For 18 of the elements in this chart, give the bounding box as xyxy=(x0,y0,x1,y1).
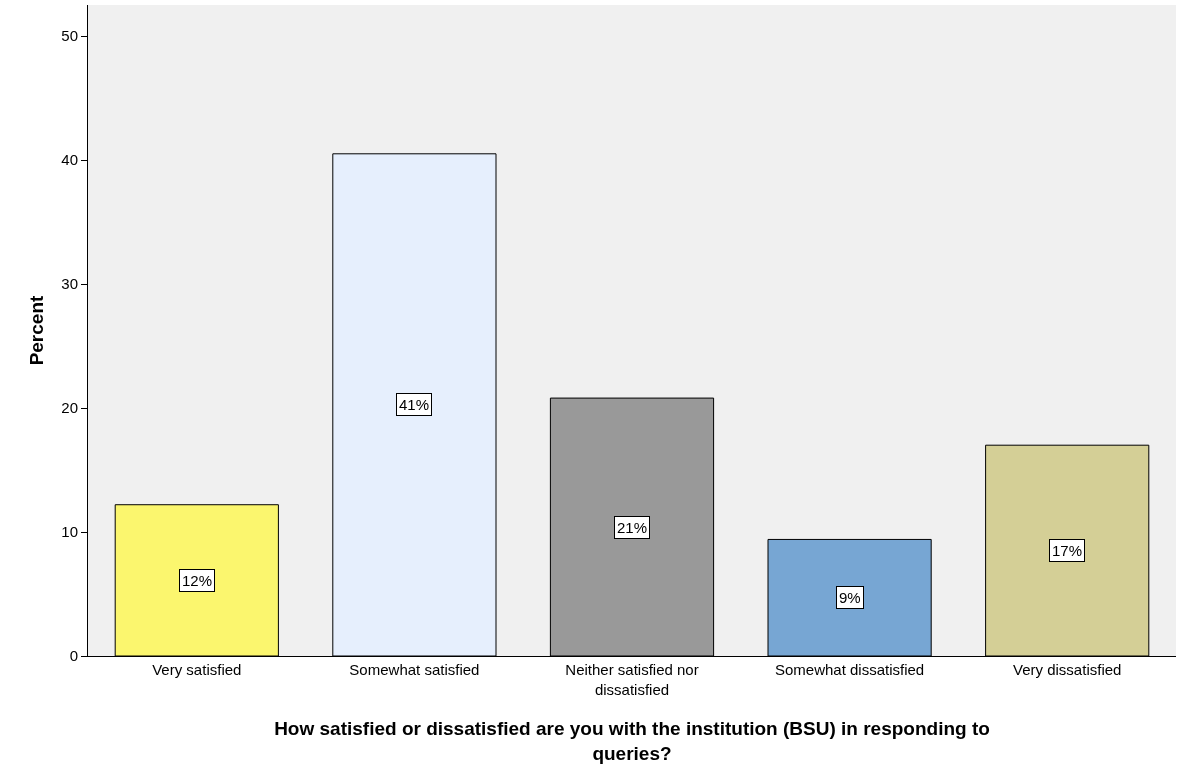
y-axis-title: Percent xyxy=(26,294,48,366)
x-axis-title: How satisfied or dissatisfied are you with the institution (BSU) in responding to queries? xyxy=(274,718,990,764)
y-tick-label: 0 xyxy=(69,647,78,665)
data-label: 21% xyxy=(617,519,648,536)
data-label: 12% xyxy=(182,572,213,589)
y-tick-label: 50 xyxy=(61,27,78,45)
x-tick-label: Somewhat satisfied xyxy=(349,661,480,678)
x-tick-label: Very dissatisfied xyxy=(1013,661,1122,678)
data-label: 17% xyxy=(1052,542,1083,559)
x-tick-label: Very satisfied xyxy=(152,661,242,678)
y-tick-label: 40 xyxy=(61,151,78,169)
data-label: 41% xyxy=(399,396,430,413)
data-label: 9% xyxy=(839,589,861,606)
x-tick-label: Neither satisfied nor dissatisfied xyxy=(565,661,699,698)
y-tick-label: 10 xyxy=(61,523,78,541)
y-tick-label: 20 xyxy=(61,399,78,417)
y-tick-label: 30 xyxy=(61,275,78,293)
x-tick-label: Somewhat dissatisfied xyxy=(774,661,925,678)
